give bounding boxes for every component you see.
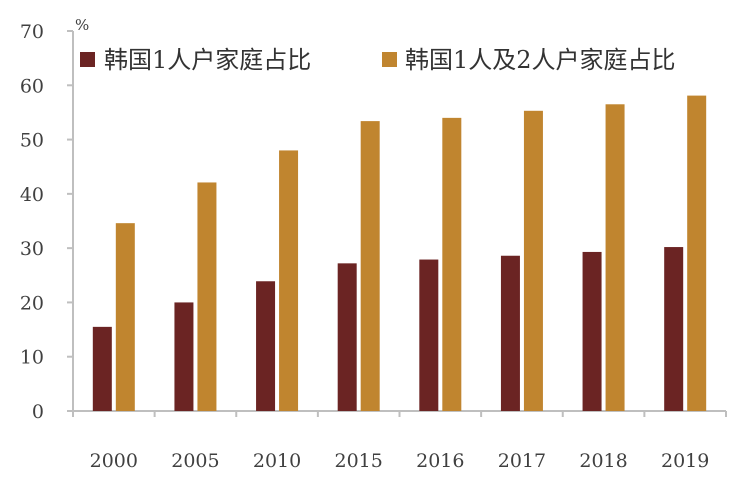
bar-single-person-2015 xyxy=(337,263,357,411)
legend: 韩国1人户家庭占比 韩国1人及2人户家庭占比 xyxy=(80,46,676,74)
bar-single-person-2010 xyxy=(256,281,276,411)
legend-swatch-one-two-person xyxy=(382,52,397,67)
y-unit-label: % xyxy=(75,16,89,34)
bar-one-two-person-2000 xyxy=(115,223,135,411)
y-tick-label: 70 xyxy=(20,21,44,43)
x-tick-label: 2000 xyxy=(90,450,138,472)
bar-single-person-2000 xyxy=(92,326,112,411)
bar-one-two-person-2005 xyxy=(197,182,217,411)
x-tick-label: 2010 xyxy=(253,450,301,472)
y-tick-label: 10 xyxy=(20,347,44,369)
legend-label-one-two-person: 韩国1人及2人户家庭占比 xyxy=(405,46,676,74)
bar-single-person-2016 xyxy=(419,259,439,411)
bar-one-two-person-2019 xyxy=(687,95,707,411)
y-tick-label: 0 xyxy=(32,401,44,423)
legend-swatch-single-person xyxy=(80,52,95,67)
x-tick-label: 2005 xyxy=(171,450,219,472)
y-axis: 0 10 20 30 40 50 60 70 xyxy=(20,21,74,423)
legend-label-single-person: 韩国1人户家庭占比 xyxy=(104,46,311,74)
y-tick-label: 40 xyxy=(20,184,44,206)
x-axis: 2000 2005 2010 2015 2016 2017 2018 2019 xyxy=(72,410,727,472)
bar-one-two-person-2010 xyxy=(279,150,299,411)
bar-one-two-person-2017 xyxy=(523,110,543,412)
bar-single-person-2017 xyxy=(500,255,520,411)
y-tick-label: 60 xyxy=(20,75,44,97)
bars xyxy=(92,95,707,412)
bar-single-person-2018 xyxy=(582,251,602,411)
y-tick-label: 20 xyxy=(20,292,44,314)
bar-single-person-2005 xyxy=(174,302,194,411)
x-tick-label: 2019 xyxy=(661,450,709,472)
bar-single-person-2019 xyxy=(664,247,684,411)
y-tick-label: 30 xyxy=(20,238,44,260)
y-tick-label: 50 xyxy=(20,130,44,152)
bar-one-two-person-2016 xyxy=(442,117,462,411)
x-tick-label: 2016 xyxy=(416,450,464,472)
bar-one-two-person-2015 xyxy=(360,121,380,411)
x-tick-label: 2017 xyxy=(498,450,546,472)
bar-one-two-person-2018 xyxy=(605,104,625,412)
x-tick-label: 2018 xyxy=(579,450,627,472)
x-tick-label: 2015 xyxy=(335,450,383,472)
